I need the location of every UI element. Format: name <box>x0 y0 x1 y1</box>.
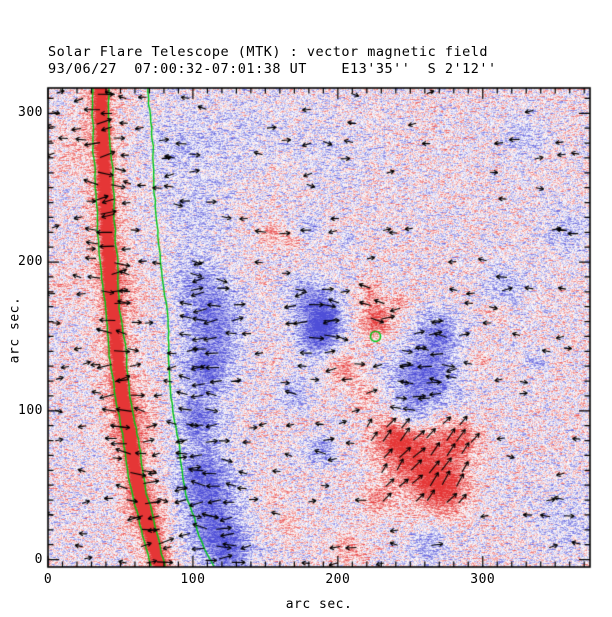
x-tick-label: 100 <box>180 572 206 587</box>
x-tick-label: 300 <box>470 572 496 587</box>
figure-title: Solar Flare Telescope (MTK) : vector mag… <box>48 44 489 60</box>
x-axis-label: arc sec. <box>285 597 353 612</box>
x-tick-label: 200 <box>325 572 351 587</box>
y-tick-label: 100 <box>18 402 43 418</box>
y-tick-label: 0 <box>34 551 43 567</box>
figure-subtitle: 93/06/27 07:00:32-07:01:38 UT E13'35'' S… <box>48 61 497 77</box>
y-axis-label: arc sec. <box>7 296 23 364</box>
y-tick-label: 300 <box>18 105 43 121</box>
y-tick-label: 200 <box>18 254 43 270</box>
x-tick-label: 0 <box>43 572 53 587</box>
